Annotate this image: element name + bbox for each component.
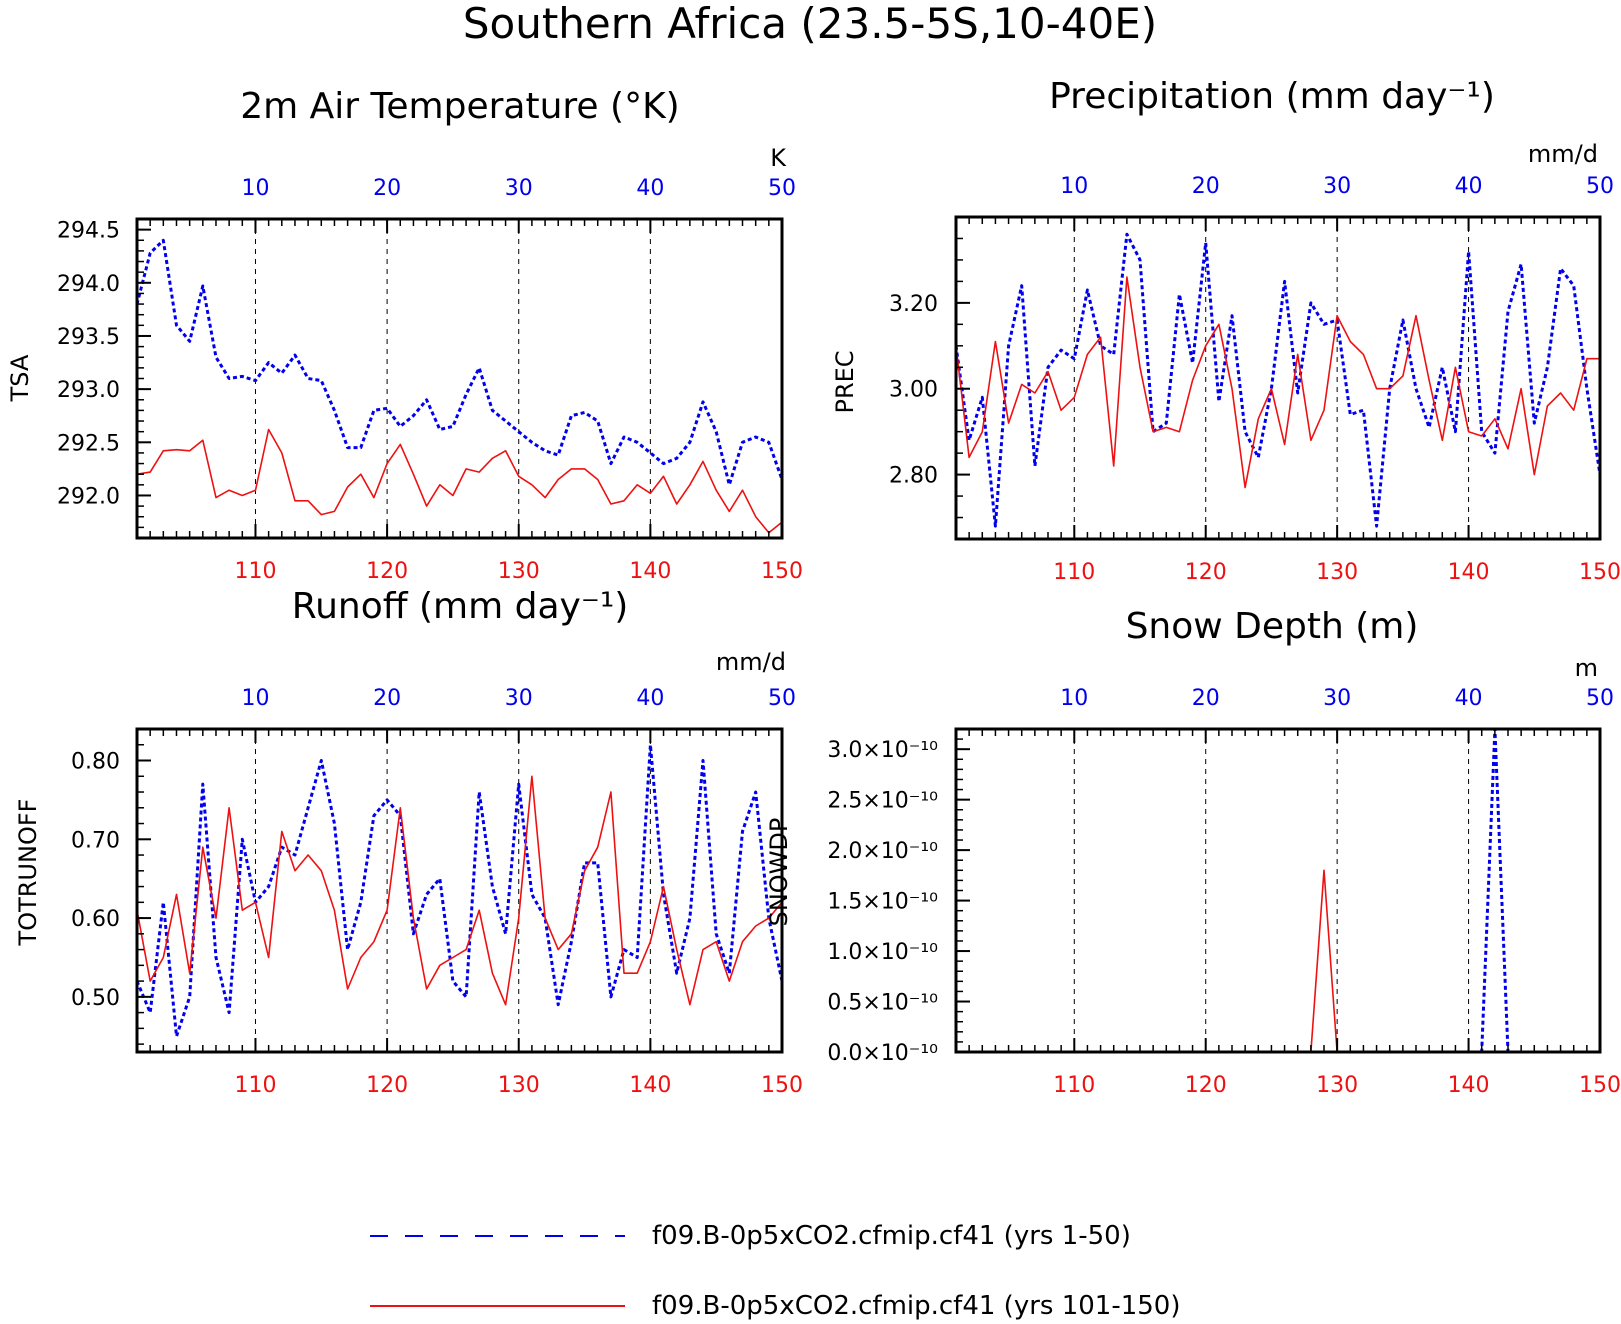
x-bottom-tick-label: 150	[761, 559, 803, 584]
y-tick-label: 2.0×10⁻¹⁰	[827, 839, 938, 864]
x-bottom-tick-label: 140	[1448, 1073, 1490, 1098]
series-line-yrs-101-150	[955, 276, 1600, 489]
unit-label: K	[770, 144, 787, 172]
x-top-tick-label: 30	[505, 686, 533, 711]
panel-title: Runoff (mm day⁻¹)	[292, 586, 629, 627]
y-tick-label: 3.00	[889, 378, 938, 403]
y-tick-label: 2.5×10⁻¹⁰	[827, 789, 938, 814]
x-bottom-tick-label: 150	[1579, 1073, 1621, 1098]
x-bottom-tick-label: 120	[366, 1073, 408, 1098]
x-bottom-tick-label: 110	[234, 1073, 276, 1098]
x-bottom-tick-label: 120	[366, 559, 408, 584]
x-bottom-tick-label: 150	[1579, 560, 1621, 585]
x-top-tick-label: 30	[1323, 686, 1351, 711]
x-top-tick-label: 10	[1060, 174, 1088, 199]
y-tick-label: 0.80	[71, 750, 120, 775]
y-axis-label: TSA	[6, 354, 34, 402]
x-top-tick-label: 10	[241, 686, 269, 711]
x-bottom-tick-label: 110	[234, 559, 276, 584]
y-tick-label: 1.0×10⁻¹⁰	[827, 940, 938, 965]
y-tick-label: 3.20	[889, 292, 938, 317]
x-bottom-tick-label: 130	[1316, 560, 1358, 585]
x-top-tick-label: 30	[1323, 174, 1351, 199]
figure-title: Southern Africa (23.5-5S,10-40E)	[463, 0, 1157, 48]
panel-runoff: Runoff (mm day⁻¹) mm/d TOTRUNOFF 0.50 0.6…	[14, 586, 803, 1098]
y-tick-label: 292.0	[57, 484, 120, 509]
plot-frame	[135, 727, 784, 1054]
x-top-tick-label: 20	[373, 176, 401, 201]
x-bottom-tick-label: 140	[629, 1073, 671, 1098]
x-top-tick-label: 50	[768, 686, 796, 711]
series-line-yrs-1-50	[135, 743, 784, 1038]
y-axis-label: PREC	[831, 350, 859, 413]
panel-precipitation: Precipitation (mm day⁻¹) mm/d PREC 2.80 3…	[831, 76, 1621, 585]
y-tick-label: 293.5	[57, 325, 120, 350]
y-tick-label: 2.80	[889, 464, 938, 489]
x-top-tick-label: 40	[1455, 686, 1483, 711]
x-bottom-tick-label: 140	[1448, 560, 1490, 585]
x-top-tick-label: 20	[373, 686, 401, 711]
x-bottom-tick-label: 120	[1185, 1073, 1227, 1098]
y-tick-label: 0.60	[71, 907, 120, 932]
panel-title: Snow Depth (m)	[1126, 606, 1419, 647]
y-tick-label: 294.5	[57, 219, 120, 244]
plot-frame	[954, 727, 1602, 1054]
legend-label: f09.B-0p5xCO2.cfmip.cf41 (yrs 1-50)	[652, 1221, 1131, 1251]
y-tick-label: 1.5×10⁻¹⁰	[827, 890, 938, 915]
x-bottom-tick-label: 130	[1316, 1073, 1358, 1098]
unit-label: m	[1575, 654, 1598, 682]
x-top-tick-label: 40	[636, 176, 664, 201]
panel-air-temperature: 2m Air Temperature (°K) K TSA 292.0 292.5…	[6, 86, 803, 584]
x-bottom-tick-label: 140	[629, 559, 671, 584]
x-bottom-tick-label: 130	[498, 1073, 540, 1098]
x-bottom-tick-label: 150	[761, 1073, 803, 1098]
x-bottom-tick-label: 110	[1053, 560, 1095, 585]
x-top-tick-label: 50	[768, 176, 796, 201]
y-tick-label: 294.0	[57, 272, 120, 297]
x-top-tick-label: 20	[1192, 174, 1220, 199]
x-top-tick-label: 10	[241, 176, 269, 201]
x-top-tick-label: 40	[636, 686, 664, 711]
legend-label: f09.B-0p5xCO2.cfmip.cf41 (yrs 101-150)	[652, 1291, 1181, 1321]
unit-label: mm/d	[716, 648, 786, 676]
x-top-tick-label: 20	[1192, 686, 1220, 711]
series-line-yrs-1-50	[956, 727, 1600, 1054]
series-line-yrs-1-50	[135, 238, 784, 487]
x-top-tick-label: 50	[1586, 174, 1614, 199]
y-tick-label: 0.70	[71, 828, 120, 853]
y-axis-label: SNOWDP	[765, 818, 793, 927]
y-tick-label: 292.5	[57, 431, 120, 456]
x-top-tick-label: 30	[505, 176, 533, 201]
x-bottom-tick-label: 110	[1053, 1073, 1095, 1098]
panel-title: 2m Air Temperature (°K)	[240, 86, 679, 127]
panel-snow-depth: Snow Depth (m) m SNOWDP 0.0×10⁻¹⁰ 0.5×10⁻…	[765, 606, 1621, 1098]
legend: f09.B-0p5xCO2.cfmip.cf41 (yrs 1-50) f09.…	[370, 1221, 1181, 1321]
x-bottom-tick-label: 120	[1185, 560, 1227, 585]
series-line-yrs-101-150	[136, 775, 783, 1006]
y-tick-label: 293.0	[57, 378, 120, 403]
x-bottom-tick-label: 130	[498, 559, 540, 584]
x-top-tick-label: 40	[1455, 174, 1483, 199]
panel-title: Precipitation (mm day⁻¹)	[1049, 76, 1495, 117]
y-tick-label: 0.5×10⁻¹⁰	[827, 991, 938, 1016]
plot-frame	[954, 215, 1602, 541]
series-line-yrs-1-50	[954, 232, 1602, 528]
y-tick-label: 3.0×10⁻¹⁰	[827, 738, 938, 763]
x-top-tick-label: 10	[1060, 686, 1088, 711]
x-top-tick-label: 50	[1586, 686, 1614, 711]
series-line-yrs-101-150	[136, 428, 783, 534]
y-axis-label: TOTRUNOFF	[14, 799, 42, 947]
y-tick-label: 0.0×10⁻¹⁰	[827, 1041, 938, 1066]
unit-label: mm/d	[1528, 140, 1598, 168]
y-tick-label: 0.50	[71, 986, 120, 1011]
